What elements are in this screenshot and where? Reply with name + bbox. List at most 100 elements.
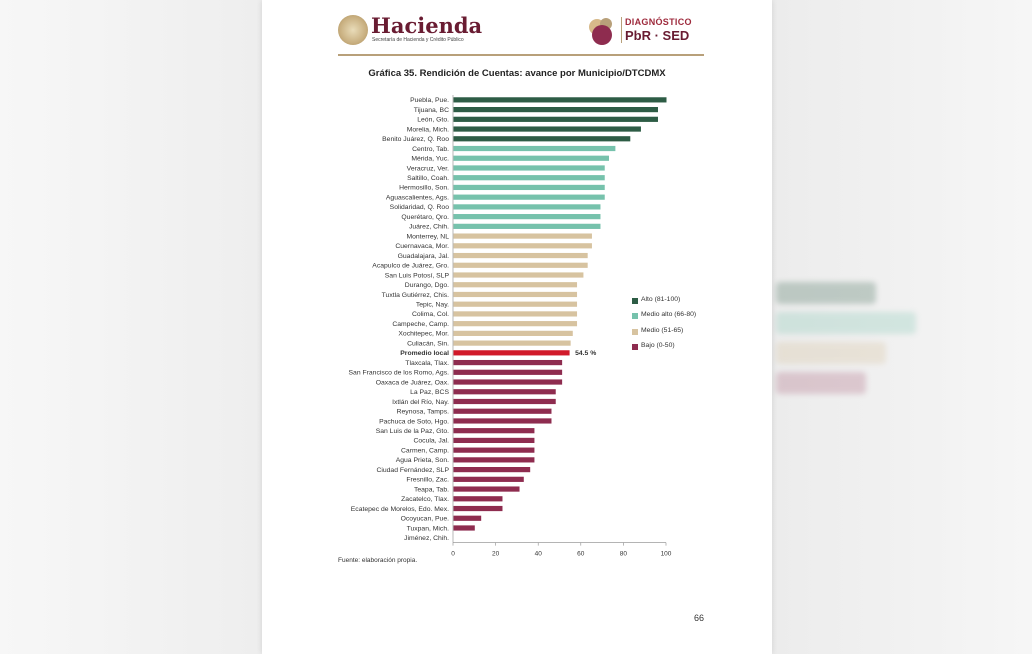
page-number: 66	[694, 613, 705, 623]
bar	[453, 379, 563, 385]
program-top: DIAGNÓSTICO	[625, 17, 692, 27]
x-tick-label: 40	[535, 551, 543, 558]
category-label: Tuxtla Gutiérrez, Chis.	[382, 292, 449, 299]
bar	[453, 457, 535, 463]
bar	[453, 505, 503, 512]
category-label: Pachuca de Soto, Hgo.	[379, 418, 449, 425]
x-tick-label: 0	[451, 551, 455, 558]
background-left	[0, 0, 262, 654]
bar	[453, 106, 658, 113]
x-tick-label: 80	[620, 551, 628, 558]
bar	[453, 136, 631, 142]
category-label: Tepic, Nay.	[416, 301, 449, 308]
bar	[453, 291, 578, 298]
category-label: Ixtlán del Río, Nay.	[392, 399, 449, 406]
category-label: Reynosa, Tamps.	[397, 409, 449, 416]
category-label: Puebla, Pue.	[410, 97, 449, 104]
hacienda-logo: Hacienda Secretaría de Hacienda y Crédit…	[338, 13, 518, 48]
category-label: Fresnillo, Zac.	[406, 477, 449, 484]
logo-divider	[621, 17, 622, 43]
x-tick-label: 100	[661, 551, 672, 558]
category-label: Tlaxcala, Tlax.	[405, 360, 449, 367]
category-label: San Luis Potosí, SLP	[385, 272, 450, 279]
program-bottom: PbR · SED	[625, 28, 690, 43]
bar	[453, 243, 592, 249]
legend-swatch	[632, 328, 638, 335]
pbr-circles-icon	[589, 18, 612, 45]
bar	[453, 301, 578, 307]
category-label: Xochitepec, Mor.	[398, 331, 449, 338]
brand-subtitle: Secretaría de Hacienda y Crédito Público	[372, 37, 464, 43]
bar	[453, 282, 578, 288]
category-label: Promedio local	[400, 350, 449, 357]
category-label: Durango, Dgo.	[405, 282, 449, 289]
pbr-sed-logo: DIAGNÓSTICO PbR · SED	[587, 14, 705, 48]
category-label: Ecatepec de Morelos, Edo. Mex.	[351, 506, 449, 513]
bar	[453, 418, 552, 424]
legend-swatch	[632, 298, 638, 304]
bar	[453, 476, 524, 482]
category-label: Morelia, Mich.	[407, 126, 449, 133]
bar	[453, 97, 667, 103]
category-label: Ocoyucan, Pue.	[401, 516, 449, 523]
bar	[453, 389, 556, 395]
legend-label: Medio (51-65)	[641, 326, 684, 334]
bar	[453, 272, 584, 278]
category-label: Jiménez, Chih.	[404, 535, 449, 542]
bar	[453, 515, 482, 521]
bar	[453, 369, 563, 375]
category-label: Veracruz, Ver.	[407, 165, 449, 172]
bar	[453, 467, 531, 473]
source-note: Fuente: elaboración propia.	[338, 557, 418, 564]
category-label: León, Gto.	[417, 117, 449, 124]
bar	[453, 165, 605, 171]
seal-icon	[338, 15, 368, 45]
bar	[453, 428, 535, 434]
bar	[453, 126, 641, 132]
category-label: Culiacán, Sin.	[407, 340, 449, 347]
category-label: Campeche, Camp.	[392, 321, 449, 328]
category-label: Querétaro, Qro.	[401, 214, 449, 221]
category-label: Tijuana, BC	[414, 107, 449, 114]
category-label: Hermosillo, Son.	[399, 185, 449, 192]
bar	[453, 175, 605, 181]
category-label: Tuxpan, Mich.	[407, 525, 450, 532]
bar	[453, 184, 605, 191]
category-label: San Francisco de los Romo, Ags.	[349, 370, 450, 377]
x-tick-label: 60	[577, 551, 585, 558]
bar	[453, 262, 588, 268]
category-label: Cocula, Jal.	[413, 438, 449, 445]
category-label: Ciudad Fernández, SLP	[376, 467, 449, 474]
bar	[453, 398, 556, 405]
x-tick-label: 20	[492, 551, 500, 558]
bar	[453, 194, 605, 200]
category-label: Cuernavaca, Mor.	[395, 243, 449, 250]
bar	[453, 340, 571, 346]
category-label: Aguascalientes, Ags.	[386, 194, 449, 201]
average-annotation: 54.5 %	[575, 350, 596, 357]
category-label: Acapulco de Juárez, Gro.	[372, 263, 449, 270]
bar	[453, 486, 520, 492]
category-label: San Luis de la Paz, Gto.	[376, 428, 449, 435]
bar	[453, 496, 503, 502]
category-label: Colima, Col.	[412, 311, 449, 318]
category-label: Guadalajara, Jal.	[398, 253, 449, 260]
bar	[453, 214, 601, 220]
legend-label: Bajo (0-50)	[641, 341, 675, 349]
legend-label: Alto (81-100)	[641, 296, 681, 303]
bar	[453, 252, 588, 259]
bar	[453, 321, 578, 327]
category-label: Centro, Tab.	[412, 146, 449, 153]
category-label: Saltillo, Coah.	[407, 175, 449, 182]
chart-title: Gráfica 35. Rendición de Cuentas: avance…	[368, 68, 666, 79]
bar	[453, 116, 658, 122]
bar	[453, 155, 609, 161]
category-label: Juárez, Chih.	[409, 224, 449, 231]
bar	[453, 223, 601, 229]
bar	[453, 145, 616, 152]
category-label: Solidaridad, Q. Roo	[390, 204, 450, 211]
bar	[453, 330, 573, 336]
bar	[453, 233, 592, 239]
bar	[453, 204, 601, 210]
bar	[453, 350, 570, 356]
